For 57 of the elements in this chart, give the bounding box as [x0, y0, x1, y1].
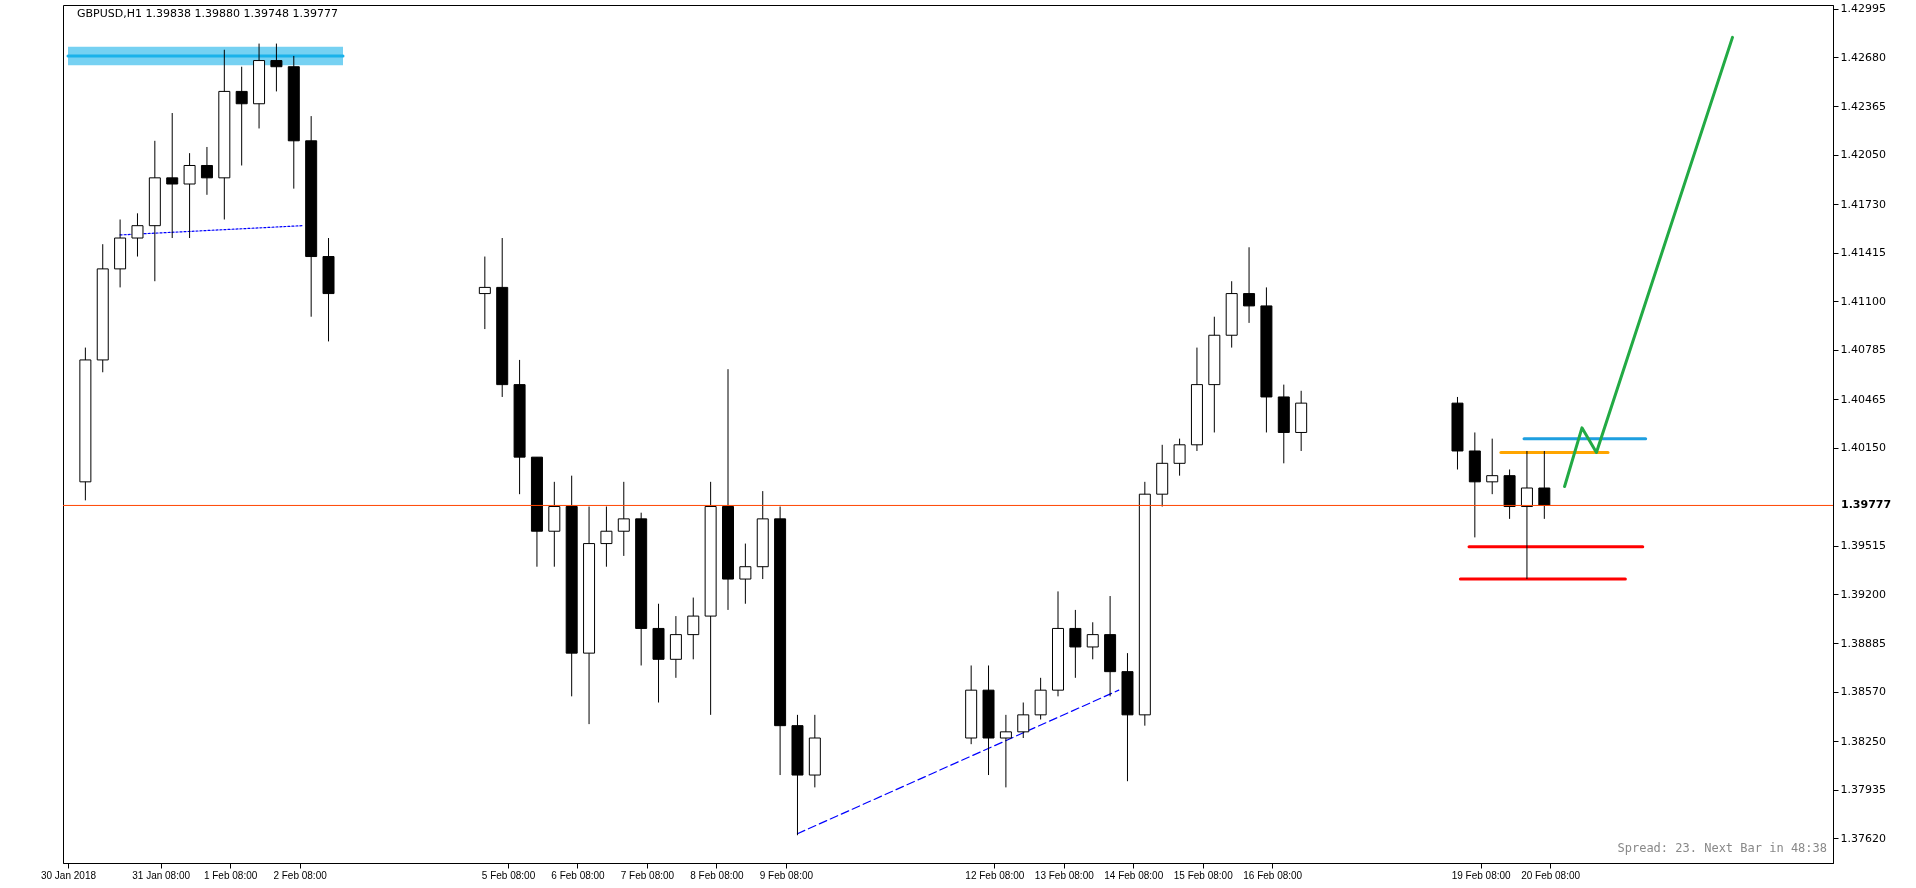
x-tick-label: 15 Feb 08:00 — [1173, 869, 1234, 881]
annotation: Spread: 23. Next Bar in 48:38 — [1617, 841, 1827, 855]
candlestick — [1486, 438, 1499, 495]
y-tick-label: 1.42050 — [1840, 148, 1886, 162]
y-tick-label: 1.39200 — [1840, 587, 1886, 601]
x-tick-label: 30 Jan 2018 — [40, 869, 97, 881]
y-tick-label: 1.37620 — [1840, 831, 1886, 845]
chart-title: GBPUSD,H1 1.39838 1.39880 1.39748 1.39777 — [77, 6, 338, 20]
ref-line-label: 1.39777 — [1841, 498, 1892, 512]
y-tick-label: 1.38885 — [1840, 636, 1886, 650]
x-tick-label: 5 Feb 08:00 — [481, 869, 536, 881]
candlestick — [687, 597, 700, 660]
x-tick-label: 13 Feb 08:00 — [1034, 869, 1095, 881]
x-tick-label: 9 Feb 08:00 — [759, 869, 814, 881]
candlestick — [617, 481, 630, 557]
x-tick-label: 6 Feb 08:00 — [551, 869, 606, 881]
x-tick-label: 7 Feb 08:00 — [620, 869, 675, 881]
x-tick-label: 8 Feb 08:00 — [690, 869, 745, 881]
candlestick — [1069, 609, 1082, 679]
y-tick-label: 1.38250 — [1840, 734, 1886, 748]
y-tick-label: 1.41100 — [1840, 294, 1886, 308]
x-tick-label: 31 Jan 08:00 — [132, 869, 191, 881]
candlestick — [1086, 621, 1099, 660]
candlestick — [1173, 438, 1186, 477]
y-tick-label: 1.37935 — [1840, 783, 1886, 797]
y-tick-label: 1.42365 — [1840, 99, 1886, 113]
y-tick-label: 1.40785 — [1840, 343, 1886, 357]
line-series — [1563, 35, 1734, 488]
x-tick-label: 14 Feb 08:00 — [1104, 869, 1164, 881]
y-tick-label: 1.39515 — [1840, 539, 1886, 553]
candlestick — [270, 43, 283, 92]
candlestick — [183, 152, 196, 239]
candlestick — [739, 543, 752, 605]
candlestick — [600, 506, 613, 568]
x-tick-label: 1 Feb 08:00 — [203, 869, 258, 881]
candlestick — [999, 714, 1012, 788]
candlestick — [1017, 702, 1030, 739]
y-tick-label: 1.42680 — [1840, 50, 1886, 64]
x-tick-label: 12 Feb 08:00 — [965, 869, 1025, 881]
x-tick-label: 16 Feb 08:00 — [1243, 869, 1303, 881]
y-tick-label: 1.38570 — [1840, 685, 1886, 699]
x-tick-label: 19 Feb 08:00 — [1451, 869, 1512, 881]
y-tick-label: 1.41730 — [1840, 197, 1886, 211]
candlestick — [1243, 246, 1256, 324]
candlestick — [200, 146, 213, 196]
candlestick — [131, 212, 144, 258]
candlestick — [235, 66, 248, 166]
x-tick-label: 2 Feb 08:00 — [273, 869, 328, 881]
candlestick — [1538, 450, 1551, 520]
y-tick-label: 1.42995 — [1840, 2, 1886, 16]
y-tick-label: 1.40150 — [1840, 441, 1886, 455]
x-tick-label: 20 Feb 08:00 — [1521, 869, 1581, 881]
y-tick-label: 1.41415 — [1840, 246, 1886, 260]
candlestick — [1520, 450, 1533, 580]
y-tick-label: 1.40465 — [1840, 392, 1886, 406]
candlestick — [478, 256, 491, 330]
candlestick — [166, 112, 179, 239]
